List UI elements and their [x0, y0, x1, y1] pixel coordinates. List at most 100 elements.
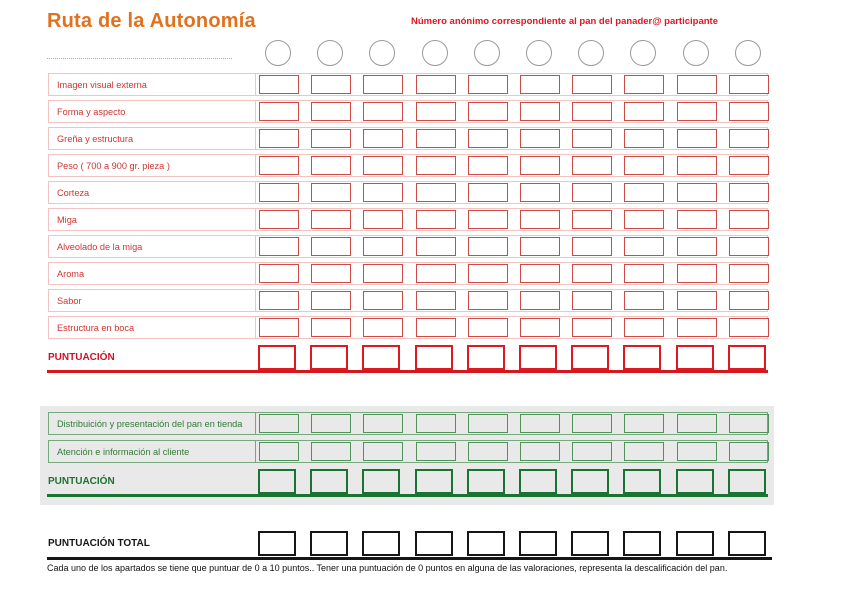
score-cell[interactable]: [259, 237, 299, 256]
score-cell[interactable]: [415, 442, 456, 461]
shop-score-box[interactable]: [310, 469, 349, 494]
score-cell[interactable]: [520, 210, 560, 229]
score-cell[interactable]: [728, 102, 769, 121]
score-cell[interactable]: [415, 291, 456, 310]
bread-score-box[interactable]: [258, 345, 296, 370]
score-cell[interactable]: [467, 237, 508, 256]
score-cell[interactable]: [363, 414, 404, 433]
score-cell[interactable]: [572, 291, 613, 310]
shop-score-box[interactable]: [571, 469, 610, 494]
score-cell[interactable]: [311, 75, 352, 94]
bread-score-box[interactable]: [362, 345, 401, 370]
bread-score-box[interactable]: [466, 345, 505, 370]
score-cell[interactable]: [624, 75, 665, 94]
score-cell[interactable]: [572, 318, 613, 337]
score-cell[interactable]: [520, 442, 560, 461]
score-cell[interactable]: [311, 210, 352, 229]
score-cell[interactable]: [676, 75, 717, 94]
score-cell[interactable]: [624, 237, 665, 256]
score-cell[interactable]: [676, 210, 717, 229]
score-cell[interactable]: [415, 156, 456, 175]
anon-number-circle[interactable]: [317, 40, 344, 66]
score-cell[interactable]: [572, 183, 613, 202]
score-cell[interactable]: [624, 291, 665, 310]
bread-score-box[interactable]: [675, 345, 714, 370]
score-cell[interactable]: [728, 156, 769, 175]
shop-score-box[interactable]: [258, 469, 296, 494]
score-cell[interactable]: [728, 237, 769, 256]
anon-number-circle[interactable]: [578, 40, 605, 66]
score-cell[interactable]: [311, 291, 352, 310]
bread-score-box[interactable]: [310, 345, 349, 370]
score-cell[interactable]: [676, 129, 717, 148]
total-score-box[interactable]: [519, 531, 557, 556]
score-cell[interactable]: [572, 75, 613, 94]
score-cell[interactable]: [467, 442, 508, 461]
score-cell[interactable]: [363, 75, 404, 94]
score-cell[interactable]: [728, 210, 769, 229]
score-cell[interactable]: [259, 129, 299, 148]
shop-score-box[interactable]: [675, 469, 714, 494]
score-cell[interactable]: [520, 291, 560, 310]
bread-score-box[interactable]: [519, 345, 557, 370]
score-cell[interactable]: [415, 264, 456, 283]
score-cell[interactable]: [363, 102, 404, 121]
bread-score-box[interactable]: [727, 345, 766, 370]
total-score-box[interactable]: [258, 531, 296, 556]
score-cell[interactable]: [363, 156, 404, 175]
score-cell[interactable]: [624, 156, 665, 175]
score-cell[interactable]: [520, 318, 560, 337]
anon-number-circle[interactable]: [526, 40, 552, 66]
score-cell[interactable]: [624, 414, 665, 433]
score-cell[interactable]: [572, 414, 613, 433]
score-cell[interactable]: [259, 414, 299, 433]
score-cell[interactable]: [415, 102, 456, 121]
score-cell[interactable]: [624, 442, 665, 461]
score-cell[interactable]: [311, 414, 352, 433]
anon-number-circle[interactable]: [265, 40, 291, 66]
score-cell[interactable]: [311, 183, 352, 202]
score-cell[interactable]: [311, 156, 352, 175]
score-cell[interactable]: [467, 156, 508, 175]
score-cell[interactable]: [259, 210, 299, 229]
shop-score-box[interactable]: [727, 469, 766, 494]
score-cell[interactable]: [624, 264, 665, 283]
score-cell[interactable]: [728, 442, 769, 461]
score-cell[interactable]: [676, 442, 717, 461]
total-score-box[interactable]: [362, 531, 401, 556]
score-cell[interactable]: [728, 414, 769, 433]
score-cell[interactable]: [676, 414, 717, 433]
score-cell[interactable]: [624, 129, 665, 148]
score-cell[interactable]: [572, 264, 613, 283]
score-cell[interactable]: [676, 264, 717, 283]
score-cell[interactable]: [572, 129, 613, 148]
shop-score-box[interactable]: [414, 469, 453, 494]
score-cell[interactable]: [520, 237, 560, 256]
score-cell[interactable]: [728, 264, 769, 283]
score-cell[interactable]: [259, 264, 299, 283]
score-cell[interactable]: [259, 318, 299, 337]
score-cell[interactable]: [311, 264, 352, 283]
score-cell[interactable]: [520, 102, 560, 121]
score-cell[interactable]: [728, 129, 769, 148]
score-cell[interactable]: [728, 318, 769, 337]
score-cell[interactable]: [572, 102, 613, 121]
anon-number-circle[interactable]: [734, 40, 761, 66]
score-cell[interactable]: [363, 210, 404, 229]
score-cell[interactable]: [363, 442, 404, 461]
score-cell[interactable]: [311, 129, 352, 148]
score-cell[interactable]: [467, 75, 508, 94]
score-cell[interactable]: [520, 156, 560, 175]
score-cell[interactable]: [572, 442, 613, 461]
score-cell[interactable]: [728, 291, 769, 310]
score-cell[interactable]: [676, 291, 717, 310]
score-cell[interactable]: [467, 318, 508, 337]
score-cell[interactable]: [520, 129, 560, 148]
total-score-box[interactable]: [414, 531, 453, 556]
score-cell[interactable]: [259, 291, 299, 310]
score-cell[interactable]: [363, 291, 404, 310]
total-score-box[interactable]: [623, 531, 662, 556]
score-cell[interactable]: [520, 414, 560, 433]
score-cell[interactable]: [363, 264, 404, 283]
anon-number-circle[interactable]: [473, 40, 500, 66]
